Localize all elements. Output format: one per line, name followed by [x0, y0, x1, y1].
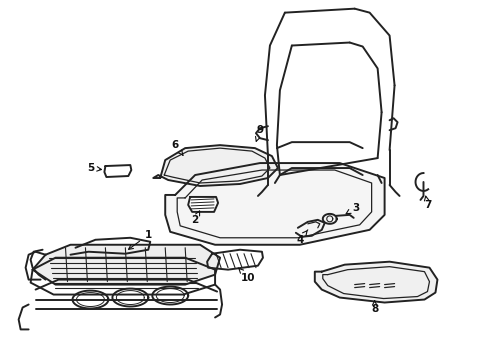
Text: 3: 3	[346, 203, 359, 214]
Polygon shape	[33, 245, 220, 285]
Text: 1: 1	[128, 230, 152, 249]
Polygon shape	[314, 262, 437, 302]
Text: 7: 7	[423, 196, 430, 210]
Polygon shape	[207, 250, 263, 270]
Text: 4: 4	[296, 230, 307, 245]
Text: 9: 9	[255, 125, 263, 141]
Text: 8: 8	[370, 301, 378, 315]
Polygon shape	[188, 197, 218, 212]
Text: 6: 6	[171, 140, 183, 155]
Polygon shape	[104, 165, 131, 177]
Polygon shape	[165, 163, 384, 245]
Text: 10: 10	[238, 268, 255, 283]
Polygon shape	[153, 145, 277, 186]
Text: 5: 5	[87, 163, 101, 173]
Text: 2: 2	[191, 211, 199, 225]
